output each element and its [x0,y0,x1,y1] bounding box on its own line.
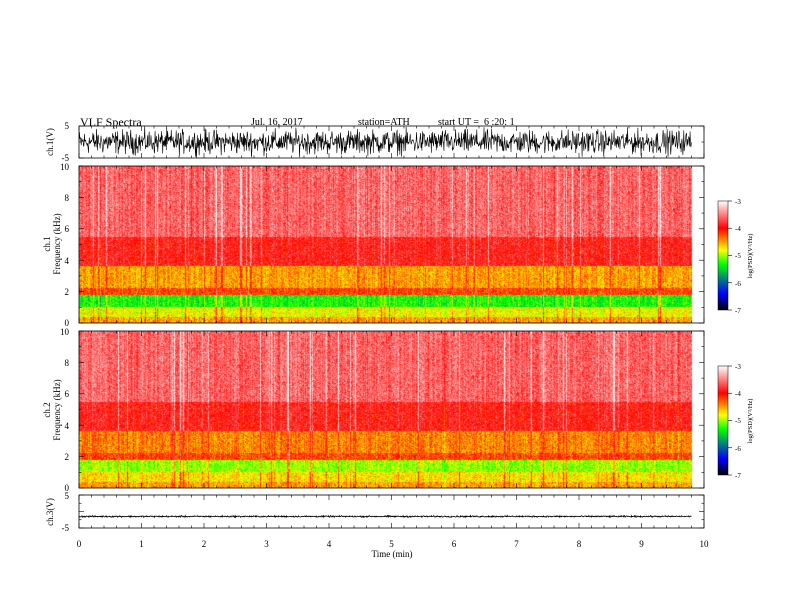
ch1-spectrogram-ticks [78,165,705,324]
ch1-freq-tick-0: 0 [65,318,70,328]
ch1-spectrogram-image [79,166,704,323]
ch1-waveform-ylabel: ch.1(V) [45,128,55,156]
ch2-freq-tick-8: 8 [65,358,70,368]
ch2-channel-label: ch.2 [42,402,52,417]
figure-title: VLF Spectra [80,115,142,129]
ch1-waveform-panel: 5 -5 ch.1(V) [45,121,705,163]
time-tick-label: 0 [77,539,82,549]
date-label: Jul. 16, 2017 [251,117,303,128]
ch2-freq-tick-0: 0 [65,483,70,493]
ch1-waveform-trace [78,126,692,159]
ch1-cb-tick-m5: -5 [735,252,741,260]
ch1-freq-tick-6: 6 [65,224,70,234]
ch3-waveform-trace [78,514,692,519]
ch3-waveform-ylabel: ch.3(V) [45,498,55,526]
time-tick-label: 5 [389,539,394,549]
ch1-ytick-5: 5 [65,121,70,131]
ch1-channel-label: ch.1 [42,236,52,251]
ch2-freq-tick-4: 4 [65,421,70,431]
station-label: station=ATH [358,117,410,128]
ch1-cb-tick-m6: -6 [735,280,741,288]
ch1-cb-tick-m7: -7 [735,307,741,315]
time-tick-label: 2 [202,539,207,549]
ch2-cb-tick-m7: -7 [735,472,741,480]
time-tick-label: 3 [264,539,269,549]
ch2-cb-tick-m4: -4 [735,390,741,398]
ch2-spectrogram-image [79,331,704,488]
ch2-cb-tick-m5: -5 [735,417,741,425]
ch2-colorbar-ticks [728,365,732,476]
ch1-freq-tick-4: 4 [65,256,70,266]
ch1-spectrogram-ylabel: Frequency (kHz) [52,213,62,274]
ch2-freq-tick-6: 6 [65,389,70,399]
time-tick-label: 7 [514,539,519,549]
ch3-waveform-panel: 5 -5 ch.3(V) 0 1 2 3 4 5 6 7 8 9 10 Time (min) [45,491,709,559]
ch1-freq-tick-2: 2 [65,287,70,297]
ch1-freq-tick-8: 8 [65,193,70,203]
ch1-ytick-minus5: -5 [62,153,70,163]
ch1-spectrogram-panel: 10 8 6 4 2 0 Frequency (kHz) ch.1 -3 -4 … [42,162,754,328]
time-axis-tick-labels: 0 1 2 3 4 5 6 7 8 9 10 [77,539,709,549]
ch3-waveform-frame [78,494,705,529]
ch1-colorbar-label: log(PSD)(V²/Hz) [747,234,754,279]
ch1-spectrogram-frame [78,165,705,324]
ch1-freq-tick-10: 10 [60,162,70,172]
ch3-waveform-ticks [78,494,705,529]
time-tick-label: 10 [700,539,710,549]
ch2-cb-tick-m6: -6 [735,445,741,453]
start-ut-label: start UT = 6 :20: 1 [438,117,515,128]
time-tick-label: 4 [327,539,332,549]
ch1-cb-tick-m3: -3 [735,198,741,206]
ch2-cb-tick-m3: -3 [735,363,741,371]
ch2-spectrogram-panel: 10 8 6 4 2 0 Frequency (kHz) ch.2 -3 -4 … [42,327,754,493]
time-tick-label: 8 [577,539,582,549]
time-axis-label: Time (min) [372,549,413,559]
ch1-waveform-ticks [78,125,705,159]
ch1-colorbar-ticks [728,200,732,311]
ch2-spectrogram-ylabel: Frequency (kHz) [52,379,62,440]
ch2-freq-tick-10: 10 [60,327,70,337]
ch2-spectrogram-frame [78,330,705,489]
ch1-waveform-frame [78,125,705,159]
time-tick-label: 6 [452,539,457,549]
ch2-colorbar [717,365,729,476]
ch1-colorbar [717,200,729,311]
ch1-cb-tick-m4: -4 [735,225,741,233]
time-tick-label: 1 [139,539,144,549]
ch3-ytick-5: 5 [65,491,70,501]
time-tick-label: 9 [639,539,644,549]
ch2-freq-tick-2: 2 [65,452,70,462]
ch3-ytick-minus5: -5 [62,523,70,533]
ch2-colorbar-label: log(PSD)(V²/Hz) [747,399,754,444]
